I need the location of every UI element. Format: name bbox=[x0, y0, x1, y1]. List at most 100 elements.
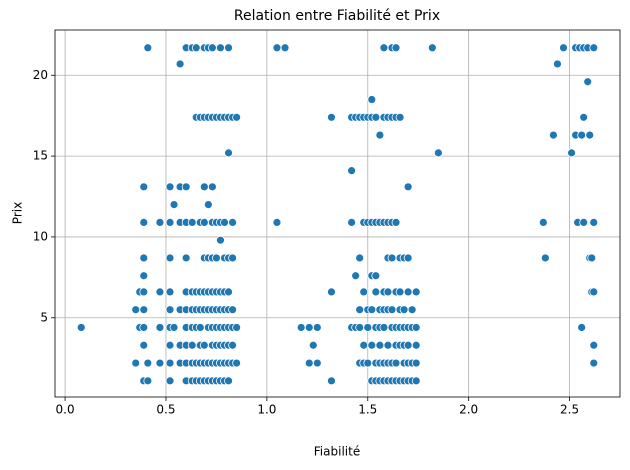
point bbox=[216, 235, 225, 245]
point bbox=[359, 287, 369, 297]
point bbox=[363, 323, 373, 332]
point bbox=[155, 323, 165, 332]
point bbox=[272, 43, 282, 53]
point bbox=[272, 217, 282, 227]
point bbox=[411, 358, 421, 368]
point bbox=[131, 358, 141, 368]
point bbox=[143, 43, 153, 53]
point bbox=[191, 43, 201, 53]
point bbox=[367, 305, 377, 315]
point bbox=[383, 340, 393, 350]
point bbox=[553, 59, 562, 69]
point bbox=[411, 323, 421, 332]
point bbox=[165, 253, 175, 263]
x-tick-label: 2.0 bbox=[459, 403, 478, 417]
point bbox=[355, 305, 365, 315]
point bbox=[347, 217, 357, 227]
point bbox=[224, 148, 233, 158]
point bbox=[589, 43, 599, 53]
point bbox=[559, 43, 568, 53]
point bbox=[232, 323, 242, 332]
point bbox=[169, 323, 179, 332]
point bbox=[169, 200, 179, 210]
point bbox=[304, 323, 314, 332]
point bbox=[351, 271, 361, 281]
point bbox=[549, 130, 558, 140]
point bbox=[589, 340, 599, 350]
point bbox=[181, 182, 191, 192]
point bbox=[165, 376, 175, 386]
point bbox=[433, 148, 443, 158]
point bbox=[155, 358, 165, 368]
point bbox=[165, 182, 175, 192]
point bbox=[359, 340, 369, 350]
point bbox=[375, 130, 385, 140]
y-axis-label: Prix bbox=[11, 202, 25, 224]
point bbox=[139, 305, 149, 315]
point bbox=[139, 253, 149, 263]
point bbox=[403, 287, 413, 297]
point bbox=[371, 287, 381, 297]
point bbox=[367, 340, 377, 350]
point bbox=[224, 287, 233, 297]
point bbox=[403, 340, 413, 350]
point bbox=[579, 112, 589, 122]
point bbox=[407, 305, 417, 315]
point bbox=[199, 340, 209, 350]
point bbox=[355, 253, 365, 263]
point bbox=[228, 217, 237, 227]
point bbox=[195, 323, 205, 332]
point bbox=[395, 287, 405, 297]
point bbox=[387, 253, 397, 263]
point bbox=[207, 43, 217, 53]
point bbox=[155, 217, 165, 227]
point bbox=[139, 340, 149, 350]
point bbox=[355, 323, 365, 332]
point bbox=[304, 358, 314, 368]
point bbox=[165, 340, 175, 350]
point bbox=[143, 376, 153, 386]
point bbox=[139, 287, 149, 297]
point bbox=[139, 182, 149, 192]
point bbox=[587, 253, 597, 263]
plot-frame bbox=[54, 29, 621, 398]
point bbox=[187, 217, 197, 227]
point bbox=[232, 112, 242, 122]
point bbox=[232, 358, 242, 368]
point bbox=[165, 358, 175, 368]
point bbox=[76, 323, 86, 332]
point bbox=[577, 323, 587, 332]
point bbox=[296, 323, 306, 332]
point bbox=[181, 253, 191, 263]
point bbox=[391, 43, 401, 53]
point bbox=[403, 253, 413, 263]
chart-title: Relation entre Fiabilité et Prix bbox=[234, 8, 440, 24]
point bbox=[224, 376, 233, 386]
point bbox=[139, 323, 149, 332]
point bbox=[403, 182, 413, 192]
point bbox=[155, 287, 165, 297]
point bbox=[165, 287, 175, 297]
point bbox=[411, 376, 421, 386]
x-axis-label: Fiabilité bbox=[314, 445, 360, 459]
point bbox=[228, 253, 237, 263]
point bbox=[207, 182, 217, 192]
point bbox=[199, 217, 209, 227]
point bbox=[589, 287, 599, 297]
point bbox=[308, 340, 318, 350]
point bbox=[363, 358, 373, 368]
point bbox=[387, 305, 397, 315]
x-tick-label: 1.0 bbox=[257, 403, 276, 417]
x-tick-label: 2.5 bbox=[560, 403, 579, 417]
point bbox=[371, 112, 381, 122]
point bbox=[411, 340, 421, 350]
point bbox=[143, 358, 153, 368]
point bbox=[280, 43, 290, 53]
point bbox=[220, 217, 229, 227]
point bbox=[567, 148, 576, 158]
y-tick-label: 10 bbox=[33, 229, 48, 243]
point bbox=[399, 305, 409, 315]
point bbox=[589, 358, 599, 368]
point bbox=[577, 130, 587, 140]
